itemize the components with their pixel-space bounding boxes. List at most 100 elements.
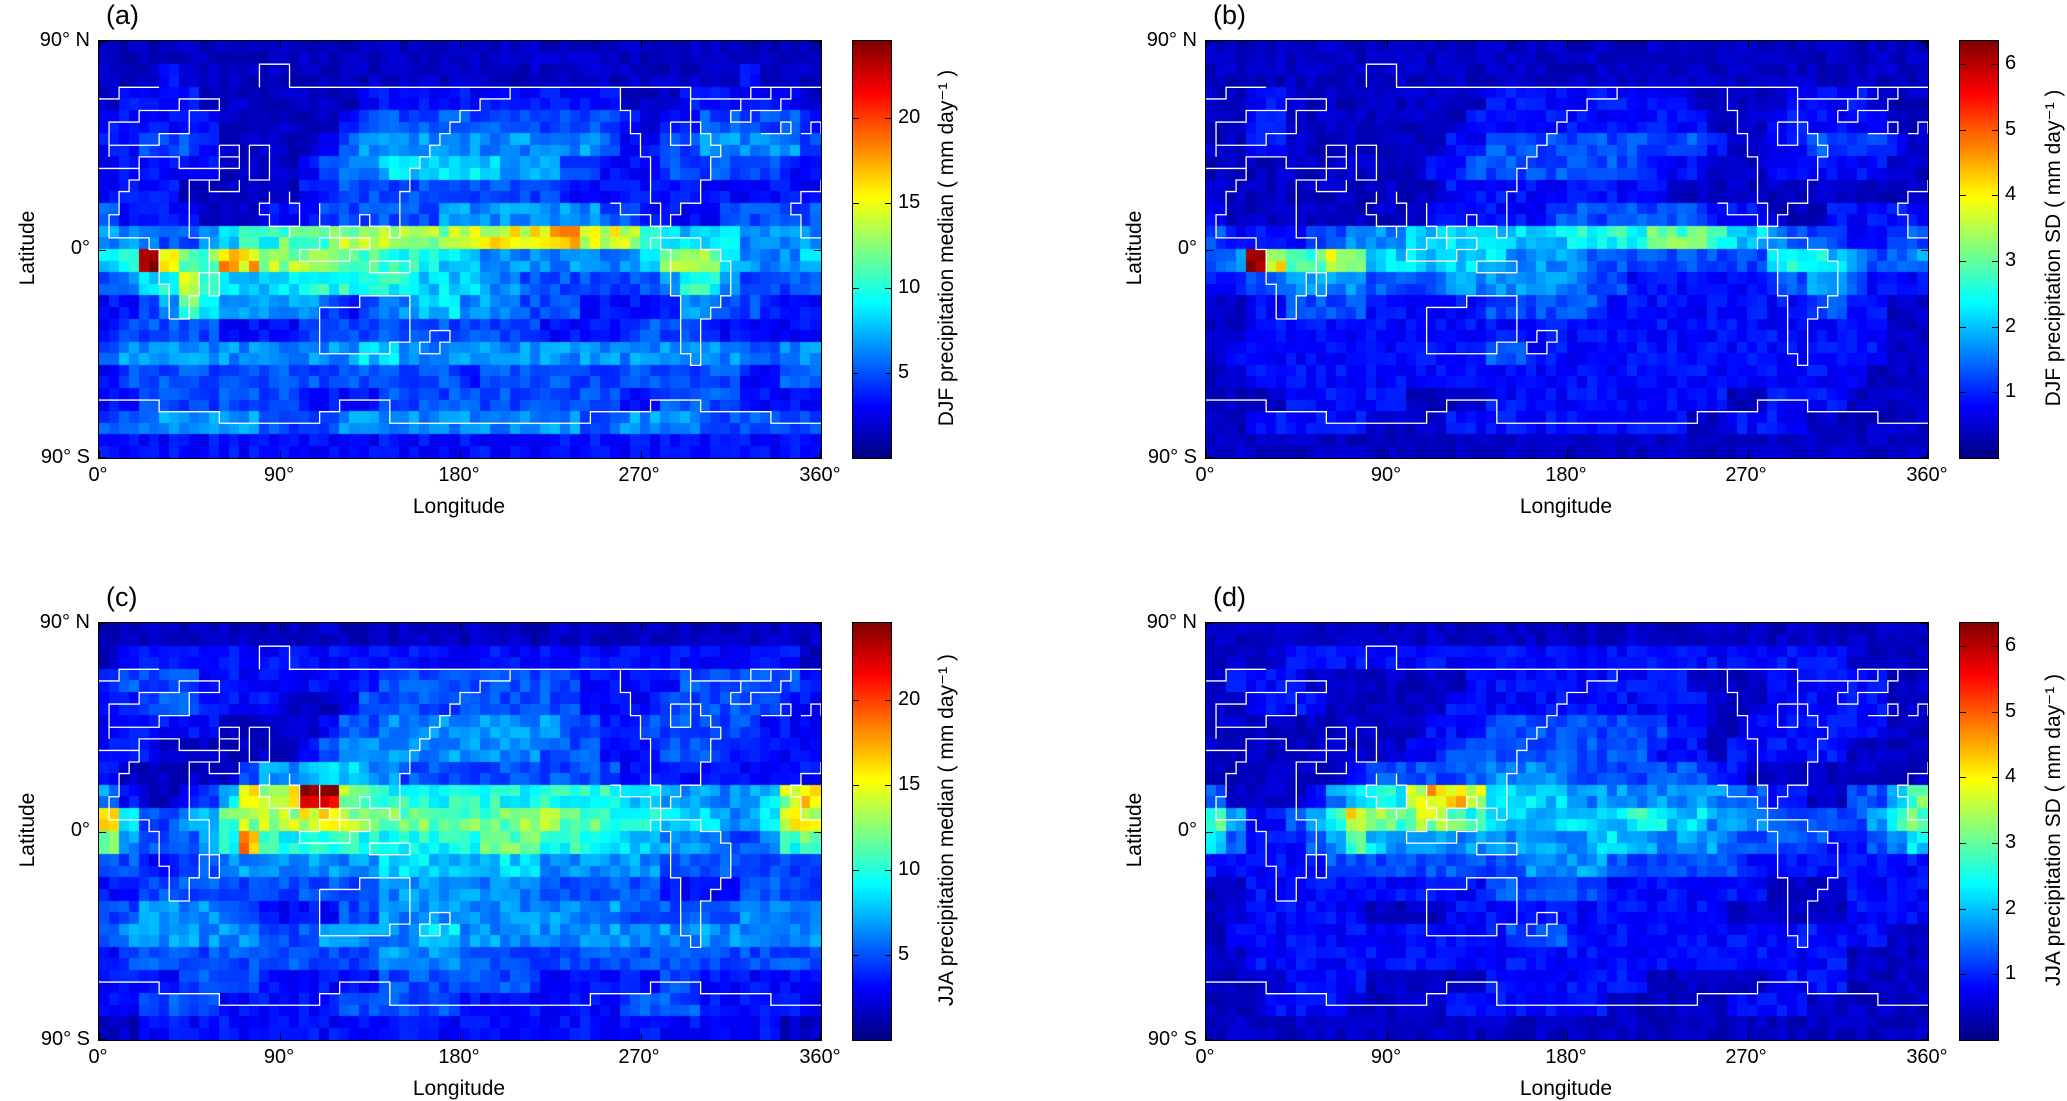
longitude-tick-360: 360°: [1906, 1046, 1948, 1068]
longitude-axis-label: Longitude: [412, 495, 506, 518]
axis-tick-mark: [1387, 1033, 1388, 1040]
colorbar-tick-mark: [1992, 974, 1998, 975]
longitude-tick-0: 0°: [88, 1046, 108, 1068]
axis-tick-mark: [1567, 623, 1568, 630]
longitude-axis-label: Longitude: [1519, 495, 1613, 518]
colorbar-tick-label: 10: [898, 858, 921, 880]
colorbar-tick-mark: [885, 955, 891, 956]
colorbar-tick-mark: [1960, 327, 1966, 328]
coastline-overlay: [99, 41, 821, 458]
colorbar-tick-label: 3: [2005, 249, 2017, 271]
axis-tick-mark: [99, 1033, 100, 1040]
colorbar-tick-mark: [1992, 909, 1998, 910]
colorbar-tick-mark: [1992, 646, 1998, 647]
latitude-tick-0: 0°: [1177, 819, 1197, 841]
colorbar-tick-mark: [1960, 130, 1966, 131]
colorbar-tick-mark: [853, 203, 859, 204]
colorbar-tick-mark: [1992, 327, 1998, 328]
colorbar-tick-mark: [885, 870, 891, 871]
axis-tick-mark: [99, 457, 106, 458]
longitude-tick-270: 270°: [1725, 1046, 1767, 1068]
colorbar-tick-mark: [885, 785, 891, 786]
latitude-tick-0: 0°: [70, 819, 90, 841]
colorbar-tick-mark: [1992, 130, 1998, 131]
axis-tick-mark: [99, 41, 100, 48]
axis-tick-mark: [814, 250, 821, 251]
axis-tick-mark: [460, 41, 461, 48]
axis-tick-mark: [1387, 451, 1388, 458]
colorbar-a: [852, 40, 892, 459]
longitude-tick-180: 180°: [1545, 464, 1587, 486]
axis-tick-mark: [1748, 451, 1749, 458]
colorbar-tick-mark: [885, 700, 891, 701]
colorbar-tick-mark: [1992, 392, 1998, 393]
colorbar-tick-mark: [853, 785, 859, 786]
colorbar-tick-label: 2: [2005, 315, 2017, 337]
colorbar-tick-label: 1: [2005, 380, 2017, 402]
axis-tick-mark: [1206, 1039, 1213, 1040]
longitude-tick-90: 90°: [263, 464, 295, 486]
colorbar-tick-mark: [1960, 974, 1966, 975]
longitude-tick-180: 180°: [438, 1046, 480, 1068]
axis-tick-mark: [1921, 41, 1928, 42]
colorbar-tick-mark: [1960, 777, 1966, 778]
axis-tick-mark: [1927, 623, 1928, 630]
axis-tick-mark: [820, 1033, 821, 1040]
coastline-overlay: [1206, 623, 1928, 1040]
colorbar-tick-mark: [885, 118, 891, 119]
axis-tick-mark: [99, 623, 106, 624]
colorbar-tick-mark: [1960, 646, 1966, 647]
colorbar-tick-label: 5: [2005, 700, 2017, 722]
longitude-axis-label: Longitude: [412, 1077, 506, 1100]
axis-tick-mark: [99, 250, 106, 251]
longitude-tick-90: 90°: [1370, 1046, 1402, 1068]
axis-tick-mark: [814, 623, 821, 624]
latitude-tick-90n: 90° N: [39, 611, 90, 633]
axis-tick-mark: [1748, 41, 1749, 48]
axis-tick-mark: [1206, 1033, 1207, 1040]
axis-tick-mark: [99, 1039, 106, 1040]
colorbar-tick-mark: [1960, 64, 1966, 65]
colorbar-tick-mark: [885, 288, 891, 289]
colorbar-tick-label: 1: [2005, 962, 2017, 984]
colorbar-tick-mark: [853, 288, 859, 289]
colorbar-tick-mark: [1992, 712, 1998, 713]
longitude-tick-90: 90°: [1370, 464, 1402, 486]
colorbar-tick-mark: [1960, 843, 1966, 844]
map-plot-area-b: [1205, 40, 1929, 459]
axis-tick-mark: [814, 832, 821, 833]
axis-tick-mark: [814, 1039, 821, 1040]
longitude-tick-0: 0°: [1195, 1046, 1215, 1068]
colorbar-tick-label: 20: [898, 688, 921, 710]
axis-tick-mark: [1921, 832, 1928, 833]
axis-tick-mark: [280, 451, 281, 458]
colorbar-tick-label: 15: [898, 773, 921, 795]
coastline-overlay: [1206, 41, 1928, 458]
axis-tick-mark: [641, 451, 642, 458]
axis-tick-mark: [280, 623, 281, 630]
latitude-tick-0: 0°: [1177, 237, 1197, 259]
axis-tick-mark: [1927, 1033, 1928, 1040]
colorbar-tick-label: 5: [2005, 118, 2017, 140]
latitude-tick-90n: 90° N: [39, 29, 90, 51]
axis-tick-mark: [1927, 451, 1928, 458]
map-plot-area-c: [98, 622, 822, 1041]
longitude-tick-360: 360°: [799, 1046, 841, 1068]
panel-letter-d: (d): [1213, 582, 1246, 612]
colorbar-tick-label: 4: [2005, 765, 2017, 787]
map-plot-area-a: [98, 40, 822, 459]
latitude-tick-90n: 90° N: [1146, 611, 1197, 633]
latitude-tick-90s: 90° S: [1147, 1028, 1197, 1050]
axis-tick-mark: [280, 41, 281, 48]
longitude-tick-0: 0°: [1195, 464, 1215, 486]
colorbar-tick-mark: [1960, 909, 1966, 910]
colorbar-tick-label: 3: [2005, 831, 2017, 853]
axis-tick-mark: [1567, 451, 1568, 458]
axis-tick-mark: [1206, 457, 1213, 458]
colorbar-tick-mark: [853, 955, 859, 956]
axis-tick-mark: [460, 623, 461, 630]
axis-tick-mark: [1206, 41, 1207, 48]
colorbar-tick-mark: [1992, 843, 1998, 844]
colorbar-tick-label: 20: [898, 106, 921, 128]
axis-tick-mark: [1387, 41, 1388, 48]
